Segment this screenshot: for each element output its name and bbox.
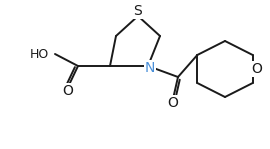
Text: O: O — [63, 84, 73, 98]
Text: N: N — [145, 61, 155, 75]
Text: O: O — [168, 96, 178, 110]
Text: S: S — [134, 4, 142, 18]
Text: O: O — [251, 62, 262, 76]
Text: HO: HO — [30, 48, 49, 60]
